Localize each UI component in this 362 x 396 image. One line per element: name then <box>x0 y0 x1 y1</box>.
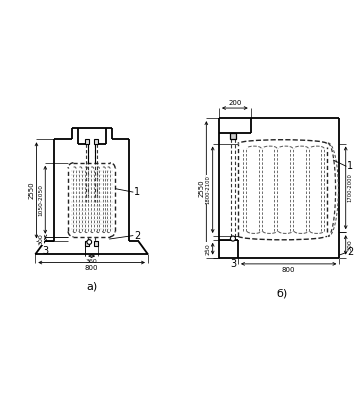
Bar <box>230 133 236 139</box>
Text: 800: 800 <box>85 265 98 272</box>
Text: 1800-2100: 1800-2100 <box>206 175 211 204</box>
Text: б): б) <box>277 288 288 298</box>
Text: 2: 2 <box>134 230 140 240</box>
Bar <box>94 242 98 246</box>
Bar <box>85 242 89 246</box>
Bar <box>94 139 98 144</box>
Text: 1: 1 <box>134 187 140 197</box>
Text: 2: 2 <box>347 248 353 257</box>
Text: 2550: 2550 <box>29 181 35 199</box>
Text: 800: 800 <box>282 267 295 273</box>
Text: 2550: 2550 <box>198 179 205 197</box>
Text: 200: 200 <box>228 99 241 105</box>
Circle shape <box>87 240 92 244</box>
Text: а): а) <box>86 281 97 291</box>
Text: 360: 360 <box>86 259 97 264</box>
Circle shape <box>230 236 235 241</box>
Text: 300: 300 <box>38 233 43 245</box>
Text: 1: 1 <box>347 161 353 171</box>
Text: 250: 250 <box>206 243 211 255</box>
Bar <box>85 139 89 144</box>
Text: 1700-2000: 1700-2000 <box>348 173 353 202</box>
Text: 3: 3 <box>42 246 48 256</box>
Text: 300: 300 <box>348 239 353 251</box>
Text: 1050-2050: 1050-2050 <box>38 184 43 216</box>
Text: 3: 3 <box>231 259 237 269</box>
